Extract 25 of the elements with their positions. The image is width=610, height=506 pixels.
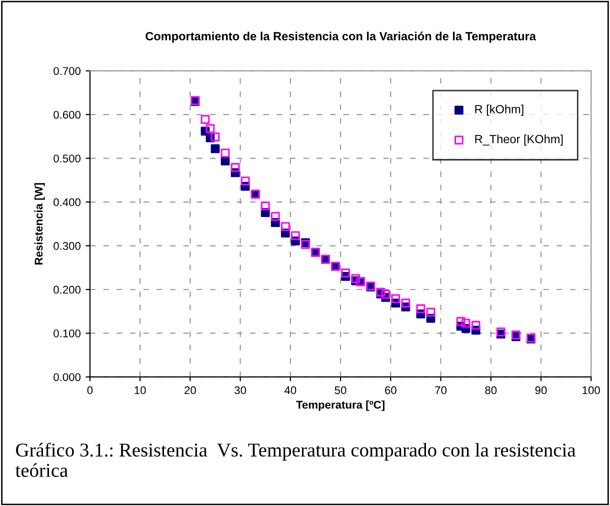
x-tick-label: 30 xyxy=(234,386,246,394)
y-tick-label: 0.100 xyxy=(54,330,81,338)
text: Gráfico 3.1.: Resistencia Vs. Temperatura comparado con la resistencia teórica xyxy=(15,442,576,477)
x-tick-label: 10 xyxy=(134,386,146,394)
x-tick-label: 20 xyxy=(184,386,196,394)
legend-label: R [kOhm] xyxy=(475,104,524,116)
x-tick-label: 40 xyxy=(284,386,296,394)
y-tick-label: 0.600 xyxy=(54,110,81,119)
x-tick-label: 70 xyxy=(435,386,446,394)
chart-title: Comportamiento de la Resistencia con la Variación de la Temperatura xyxy=(146,32,536,43)
x-tick-label: 50 xyxy=(334,386,346,394)
y-tick-label: 0.400 xyxy=(54,198,81,206)
x-tick-label: 90 xyxy=(535,386,547,394)
y-tick-label: 0.300 xyxy=(54,242,81,250)
x-tick-label: 0 xyxy=(87,386,93,394)
x-tick-label: 60 xyxy=(385,386,396,394)
y-tick-label: 0.500 xyxy=(54,154,81,162)
y-tick-label: 0.000 xyxy=(54,373,81,382)
x-tick-label: 100 xyxy=(582,386,600,394)
legend-label: R_Theor [KOhm] xyxy=(475,134,563,146)
x-tick-label: 80 xyxy=(485,386,497,394)
x-axis-title: Temperatura [ºC] xyxy=(296,400,384,411)
y-tick-label: 0.200 xyxy=(54,286,81,294)
y-axis-title: Resistencia [W] xyxy=(34,183,45,265)
y-tick-label: 0.700 xyxy=(54,67,81,75)
